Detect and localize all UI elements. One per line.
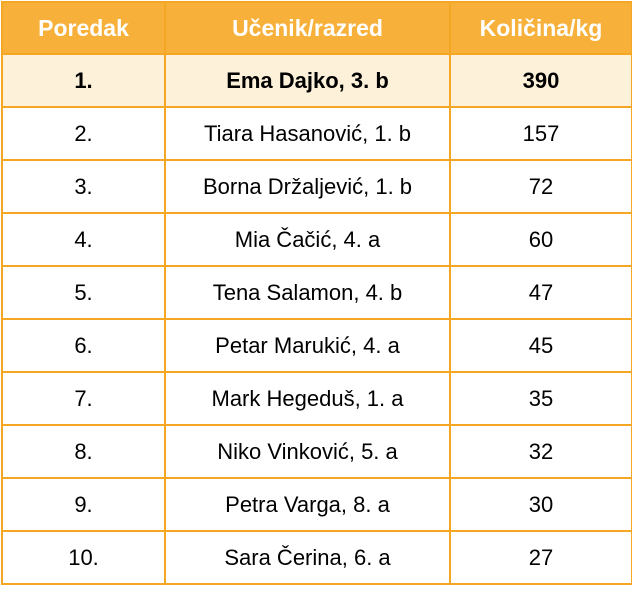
rank-cell: 4. — [1, 212, 166, 267]
quantity-cell: 32 — [449, 424, 632, 479]
student-cell: Tiara Hasanović, 1. b — [164, 106, 451, 161]
student-cell: Sara Čerina, 6. a — [164, 530, 451, 585]
table-row: 9. Petra Varga, 8. a 30 — [1, 477, 632, 532]
quantity-cell: 27 — [449, 530, 632, 585]
rank-cell: 6. — [1, 318, 166, 373]
quantity-cell: 30 — [449, 477, 632, 532]
rank-cell: 5. — [1, 265, 166, 320]
column-header-student: Učenik/razred — [164, 1, 451, 55]
student-cell: Borna Držaljević, 1. b — [164, 159, 451, 214]
table-row: 8. Niko Vinković, 5. a 32 — [1, 424, 632, 479]
table-row: 6. Petar Marukić, 4. a 45 — [1, 318, 632, 373]
table-row: 3. Borna Držaljević, 1. b 72 — [1, 159, 632, 214]
quantity-cell: 47 — [449, 265, 632, 320]
rank-cell: 10. — [1, 530, 166, 585]
table-row: 2. Tiara Hasanović, 1. b 157 — [1, 106, 632, 161]
student-cell: Mia Čačić, 4. a — [164, 212, 451, 267]
table-header-row: Poredak Učenik/razred Količina/kg — [1, 1, 632, 55]
table-row-winner: 1. Ema Dajko, 3. b 390 — [1, 53, 632, 108]
student-cell: Petra Varga, 8. a — [164, 477, 451, 532]
student-cell: Ema Dajko, 3. b — [164, 53, 451, 108]
quantity-cell: 35 — [449, 371, 632, 426]
quantity-cell: 390 — [449, 53, 632, 108]
rank-cell: 7. — [1, 371, 166, 426]
quantity-cell: 45 — [449, 318, 632, 373]
column-header-quantity: Količina/kg — [449, 1, 632, 55]
ranking-table: Poredak Učenik/razred Količina/kg 1. Ema… — [1, 1, 632, 585]
table-row: 4. Mia Čačić, 4. a 60 — [1, 212, 632, 267]
column-header-rank: Poredak — [1, 1, 166, 55]
rank-cell: 2. — [1, 106, 166, 161]
student-cell: Petar Marukić, 4. a — [164, 318, 451, 373]
table-row: 10. Sara Čerina, 6. a 27 — [1, 530, 632, 585]
rank-cell: 3. — [1, 159, 166, 214]
student-cell: Niko Vinković, 5. a — [164, 424, 451, 479]
rank-cell: 9. — [1, 477, 166, 532]
student-cell: Mark Hegeduš, 1. a — [164, 371, 451, 426]
table-row: 7. Mark Hegeduš, 1. a 35 — [1, 371, 632, 426]
rank-cell: 1. — [1, 53, 166, 108]
quantity-cell: 72 — [449, 159, 632, 214]
rank-cell: 8. — [1, 424, 166, 479]
student-cell: Tena Salamon, 4. b — [164, 265, 451, 320]
quantity-cell: 60 — [449, 212, 632, 267]
table-row: 5. Tena Salamon, 4. b 47 — [1, 265, 632, 320]
quantity-cell: 157 — [449, 106, 632, 161]
